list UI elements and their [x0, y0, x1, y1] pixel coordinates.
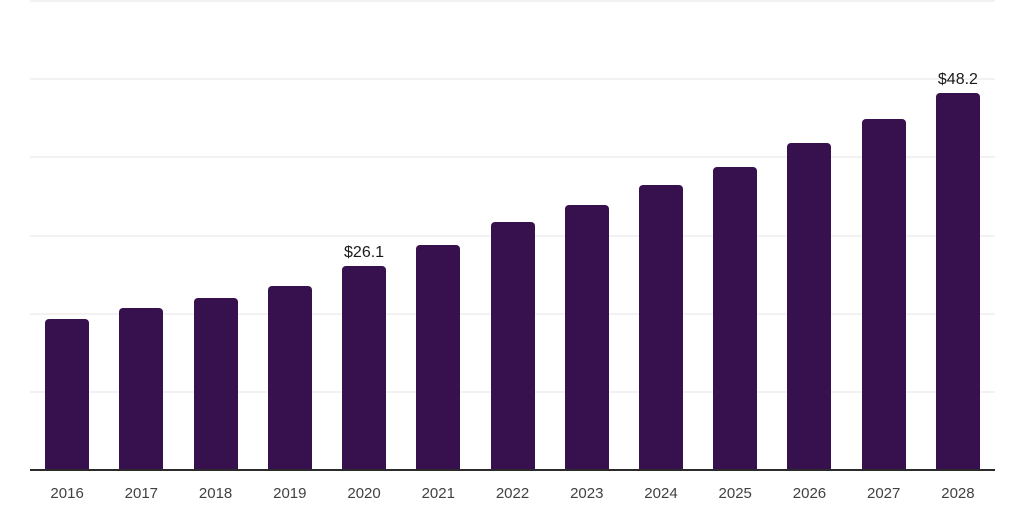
bar-value-label-2020: $26.1 — [344, 244, 385, 261]
bar-2023 — [564, 205, 609, 470]
plot-area: $26.1 $48.2 — [30, 0, 995, 471]
x-tick-label-2018: 2018 — [198, 485, 233, 502]
bar-cell-2022 — [475, 0, 549, 470]
bar-cell-2023 — [550, 0, 624, 470]
bar-2024 — [638, 184, 683, 470]
gridline-y50 — [30, 78, 995, 81]
bar-cell-2017 — [104, 0, 178, 470]
bar-cell-2026 — [772, 0, 846, 470]
x-axis-labels: 2016 2017 2018 2019 2020 2021 2022 2023 2024 2025… — [30, 485, 995, 502]
bar-2025 — [713, 166, 758, 470]
x-tick-label-2026: 2026 — [792, 485, 827, 502]
x-tick-label-2023: 2023 — [570, 485, 604, 502]
bar-2026 — [787, 143, 832, 470]
bar-cell-2018 — [178, 0, 252, 470]
x-tick-label-2017: 2017 — [124, 485, 159, 502]
bar-2022 — [490, 222, 535, 470]
bar-cell-2021 — [401, 0, 475, 470]
bar-2017 — [119, 308, 164, 470]
x-tick-label-2025: 2025 — [718, 485, 752, 502]
gridline-y40 — [30, 156, 995, 159]
x-tick-label-2020: 2020 — [347, 485, 381, 502]
x-tick-label-2027: 2027 — [867, 485, 901, 502]
bar-cell-2024 — [624, 0, 698, 470]
bar-value-label-2028: $48.2 — [937, 71, 978, 89]
bar-2028 — [935, 93, 980, 470]
gridline-y60 — [30, 0, 995, 2]
bar-cell-2016 — [30, 0, 104, 470]
bar-2016 — [45, 319, 90, 470]
bar-cell-2019 — [253, 0, 327, 470]
x-axis-line — [30, 469, 995, 471]
bar-2021 — [416, 244, 461, 470]
bar-2027 — [861, 119, 906, 470]
x-tick-label-2024: 2024 — [644, 485, 678, 502]
bar-2019 — [267, 286, 312, 470]
bar-cell-2027 — [847, 0, 921, 470]
bar-cell-2020: $26.1 — [327, 0, 401, 470]
x-tick-label-2022: 2022 — [495, 485, 530, 502]
bar-2020 — [342, 266, 387, 470]
bar-2018 — [193, 298, 238, 470]
x-tick-label-2028: 2028 — [941, 485, 975, 502]
x-tick-label-2016: 2016 — [50, 485, 84, 502]
bars-group: $26.1 $48.2 — [30, 0, 995, 470]
x-tick-label-2021: 2021 — [421, 485, 455, 502]
bar-cell-2025 — [698, 0, 772, 470]
x-tick-label-2019: 2019 — [273, 485, 307, 502]
bar-cell-2028: $48.2 — [921, 0, 995, 470]
